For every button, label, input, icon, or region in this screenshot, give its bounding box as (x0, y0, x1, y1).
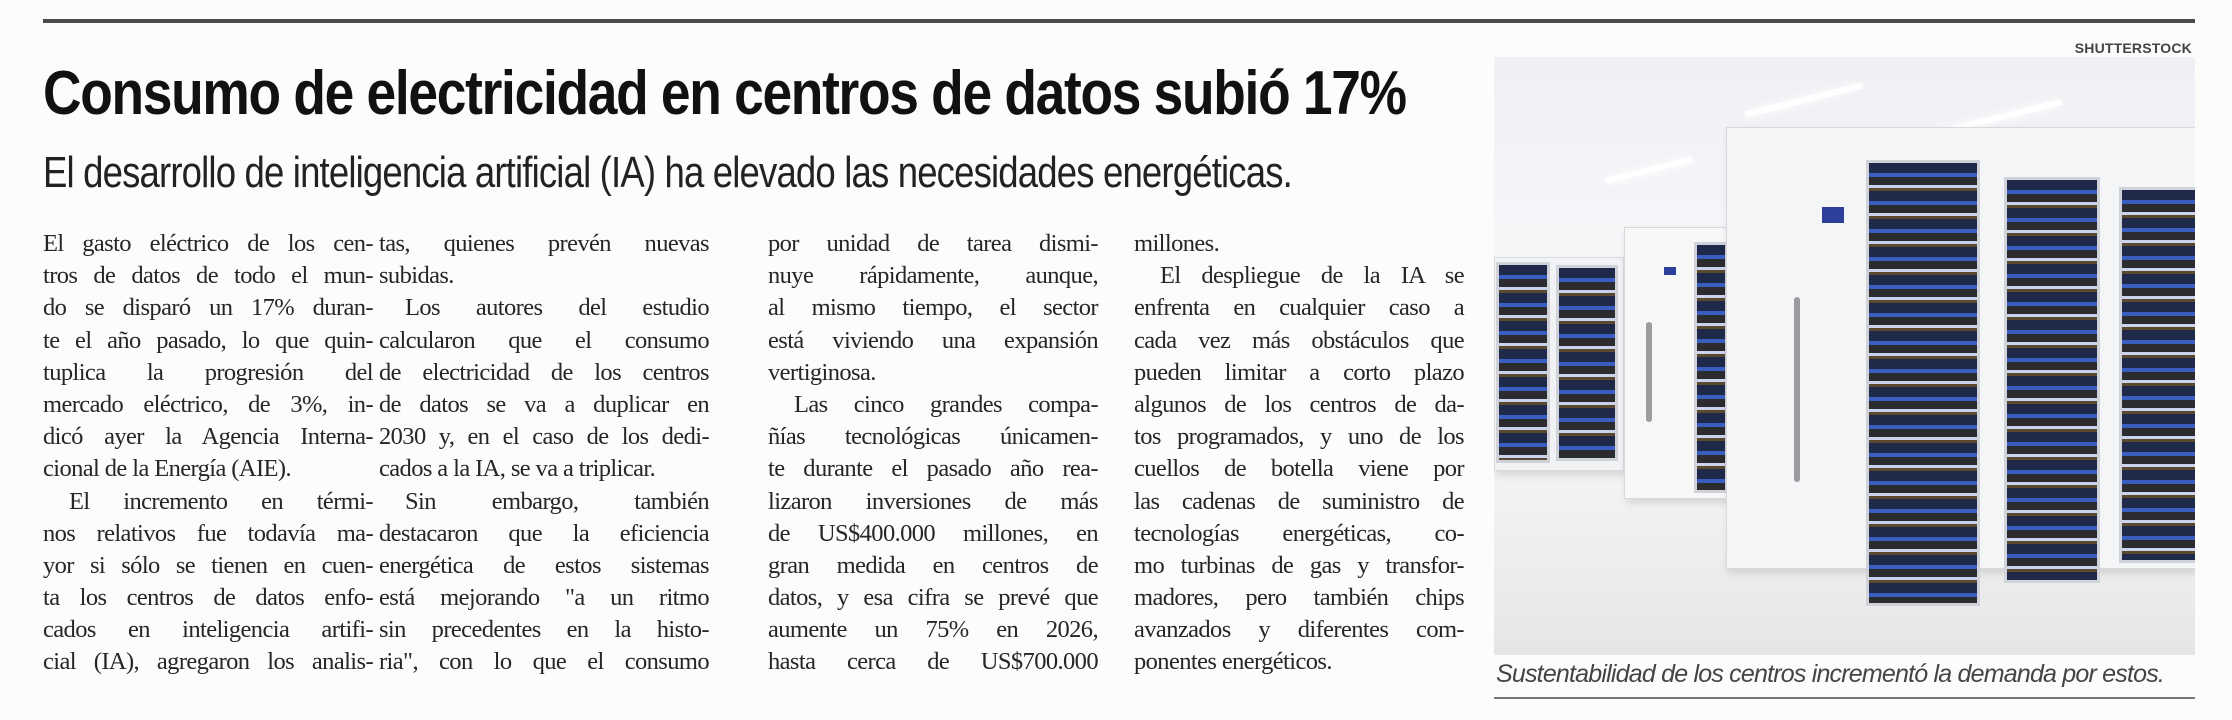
text-line: millones. (1134, 230, 1220, 257)
text-line: lizaron inversiones de más (768, 487, 1099, 515)
server-rack (2004, 177, 2100, 583)
server-rack (1694, 242, 1728, 493)
text-line: dicó ayer la Agencia Interna- (43, 423, 374, 451)
text-line: cados a la IA, se va a triplicar. (379, 455, 656, 483)
text-line: te el año pasado, lo que quin- (43, 326, 374, 354)
text-line: ria", con lo que el consumo (379, 648, 710, 676)
server-rack (1556, 265, 1618, 461)
text-line: cional de la Energía (AIE). (43, 455, 292, 483)
text-line: El incremento en térmi- (69, 487, 374, 515)
subtitle: El desarrollo de inteligencia artificial… (43, 148, 1293, 197)
text-line: tas, quienes prevén nuevas (379, 230, 710, 257)
text-line: destacaron que la eficiencia (379, 519, 710, 547)
text-line: está viviendo una expansión (768, 326, 1099, 354)
text-line: las cadenas de suministro de (1134, 487, 1465, 515)
text-line: algunos de los centros de da- (1134, 390, 1465, 418)
cabinet-handle (1794, 297, 1800, 482)
cabinet-logo (1664, 267, 1676, 275)
text-line: cuellos de botella viene por (1134, 455, 1465, 483)
text-line: subidas. (379, 262, 454, 290)
cabinet-logo (1822, 207, 1844, 223)
headline: Consumo de electricidad en centros de da… (43, 59, 1407, 128)
text-line: ñías tecnológicas únicamen- (768, 423, 1099, 451)
ceiling-light (1745, 82, 1863, 118)
text-line: te durante el pasado año rea- (768, 455, 1099, 483)
article-column-1: El gasto eléctrico de los cen-tros de da… (43, 228, 374, 679)
article-column-2: tas, quienes prevén nuevas subidas. Los au… (379, 228, 710, 679)
text-line: de datos se va a duplicar en (379, 390, 710, 418)
text-line: El despliegue de la IA se (1160, 262, 1465, 290)
text-line: Las cinco grandes compa- (794, 390, 1099, 418)
text-line: pueden limitar a corto plazo (1134, 358, 1465, 386)
server-rack (2119, 187, 2195, 563)
text-line: El gasto eléctrico de los cen- (43, 230, 374, 257)
text-line: nuye rápidamente, aunque, (768, 262, 1099, 290)
text-line: calcularon que el consumo (379, 326, 710, 354)
text-line: Sin embargo, también (405, 487, 710, 515)
text-line: do se disparó un 17% duran- (43, 294, 374, 322)
text-line: cados en inteligencia artifi- (43, 616, 374, 644)
text-line: de US$400.000 millones, en (768, 519, 1099, 547)
text-line: hasta cerca de US$700.000 (768, 648, 1099, 676)
text-line: de electricidad de los centros (379, 358, 710, 386)
text-line: mo turbinas de gas y transfor- (1134, 551, 1465, 579)
text-line: está mejorando "a un ritmo (379, 584, 710, 612)
server-rack (1496, 262, 1550, 463)
article-column-3: por unidad de tarea dismi-nuye rápidamen… (768, 228, 1099, 679)
text-line: yor si sólo se tienen en cuen- (43, 551, 374, 579)
text-line: madores, pero también chips (1134, 584, 1465, 612)
text-line: datos, y esa cifra se prevé que (768, 584, 1099, 612)
text-line: cial (IA), agregaron los analis- (43, 648, 374, 676)
photo-caption: Sustentabilidad de los centros increment… (1496, 660, 2165, 688)
text-line: tos programados, y uno de los (1134, 423, 1465, 451)
cabinet-handle (1646, 322, 1652, 422)
ceiling-light (1604, 156, 1694, 184)
text-line: nos relativos fue todavía ma- (43, 519, 374, 547)
text-line: gran medida en centros de (768, 551, 1099, 579)
text-line: ponentes energéticos. (1134, 648, 1332, 676)
photo-credit: SHUTTERSTOCK (2074, 40, 2192, 56)
server-rack (1866, 160, 1980, 606)
article-column-4: millones. El despliegue de la IA se enfren… (1134, 228, 1465, 679)
caption-rule (1494, 697, 2195, 699)
text-line: enfrenta en cualquier caso a (1134, 294, 1465, 322)
text-line: 2030 y, en el caso de los dedi- (379, 423, 710, 451)
top-rule (43, 19, 2195, 23)
text-line: tecnologías energéticas, co- (1134, 519, 1465, 547)
server-room-photo (1494, 57, 2195, 655)
text-line: por unidad de tarea dismi- (768, 230, 1099, 257)
text-line: tros de datos de todo el mun- (43, 262, 374, 290)
text-line: aumente un 75% en 2026, (768, 616, 1099, 644)
text-line: avanzados y diferentes com- (1134, 616, 1465, 644)
text-line: energética de estos sistemas (379, 551, 710, 579)
text-line: al mismo tiempo, el sector (768, 294, 1099, 322)
text-line: sin precedentes en la histo- (379, 616, 710, 644)
text-line: Los autores del estudio (405, 294, 710, 322)
text-line: vertiginosa. (768, 358, 876, 386)
text-line: cada vez más obstáculos que (1134, 326, 1465, 354)
text-line: tuplica la progresión del (43, 358, 374, 386)
text-line: ta los centros de datos enfo- (43, 584, 374, 612)
text-line: mercado eléctrico, de 3%, in- (43, 390, 374, 418)
